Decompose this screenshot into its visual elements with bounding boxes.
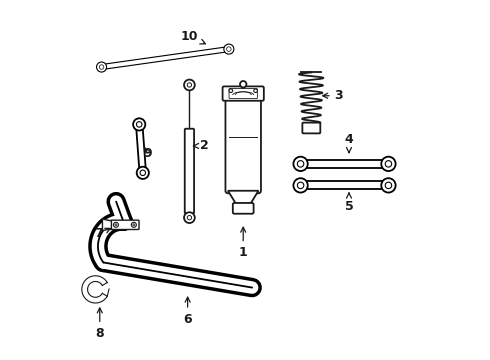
Circle shape bbox=[381, 157, 395, 171]
Circle shape bbox=[184, 212, 195, 223]
Text: 10: 10 bbox=[181, 30, 205, 44]
Circle shape bbox=[381, 178, 395, 193]
Circle shape bbox=[133, 118, 146, 131]
Circle shape bbox=[294, 178, 308, 193]
Text: 3: 3 bbox=[323, 89, 343, 102]
FancyBboxPatch shape bbox=[229, 89, 257, 99]
Text: 4: 4 bbox=[344, 133, 353, 153]
Text: 6: 6 bbox=[183, 297, 192, 326]
Circle shape bbox=[229, 89, 233, 93]
Text: 1: 1 bbox=[239, 227, 247, 259]
Circle shape bbox=[137, 167, 149, 179]
Circle shape bbox=[133, 224, 135, 226]
Text: 9: 9 bbox=[143, 147, 152, 159]
Circle shape bbox=[131, 222, 136, 227]
Circle shape bbox=[254, 89, 257, 93]
Text: 8: 8 bbox=[96, 308, 104, 340]
Circle shape bbox=[240, 81, 246, 87]
Text: 5: 5 bbox=[344, 193, 353, 213]
Circle shape bbox=[294, 157, 308, 171]
Circle shape bbox=[113, 222, 119, 227]
Circle shape bbox=[224, 44, 234, 54]
FancyBboxPatch shape bbox=[302, 123, 320, 134]
Circle shape bbox=[184, 80, 195, 90]
FancyBboxPatch shape bbox=[111, 220, 139, 229]
FancyBboxPatch shape bbox=[225, 95, 261, 193]
Polygon shape bbox=[228, 191, 258, 205]
FancyBboxPatch shape bbox=[185, 129, 194, 213]
Polygon shape bbox=[300, 181, 389, 189]
Polygon shape bbox=[102, 219, 111, 230]
FancyBboxPatch shape bbox=[222, 86, 264, 101]
Polygon shape bbox=[101, 47, 229, 69]
Text: 2: 2 bbox=[194, 139, 209, 152]
Polygon shape bbox=[300, 160, 389, 168]
Polygon shape bbox=[136, 124, 146, 173]
Circle shape bbox=[97, 62, 107, 72]
Circle shape bbox=[115, 224, 117, 226]
Text: 7: 7 bbox=[95, 227, 110, 240]
FancyBboxPatch shape bbox=[233, 203, 254, 214]
